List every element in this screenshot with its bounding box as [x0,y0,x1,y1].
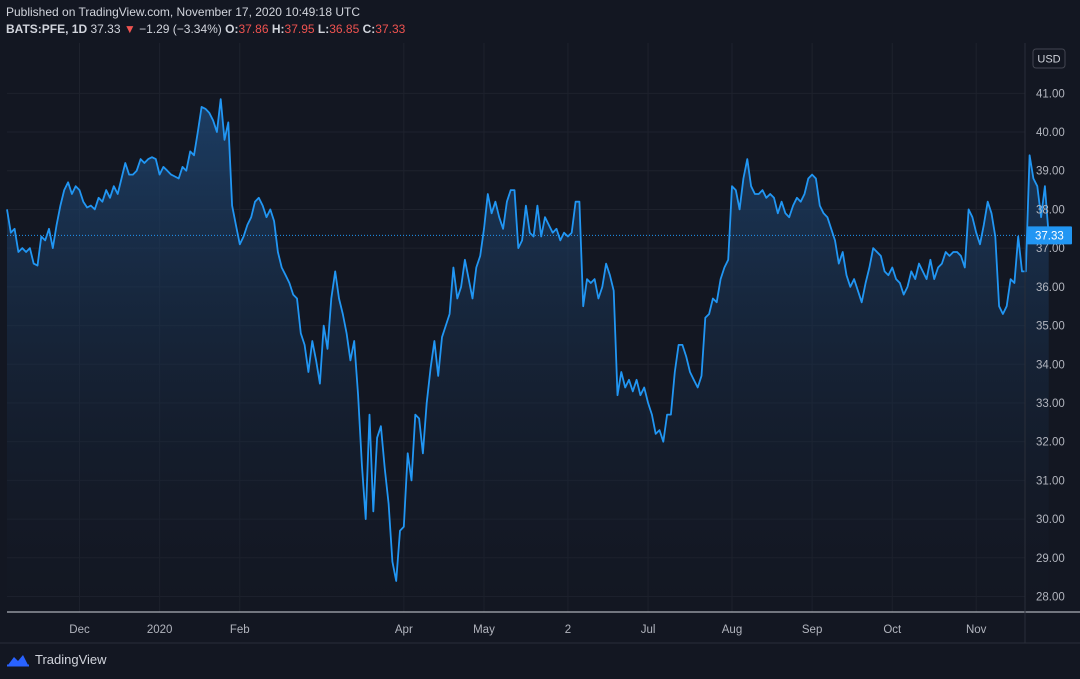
chart-frame [0,43,1080,644]
brand-name: TradingView [35,652,107,667]
tradingview-logo[interactable]: TradingView [6,652,107,667]
y-tick-label: 33.00 [1036,398,1065,410]
close-label: C: [362,22,376,36]
y-tick-label: 37.00 [1036,243,1065,255]
last-price-tag-bg [1027,226,1072,245]
x-tick-label: Dec [69,624,90,636]
y-tick-label: 41.00 [1036,88,1065,100]
last-price-tag: 37.33 [7,226,1072,245]
price-line [6,98,1050,582]
down-arrow-icon: ▼ [123,22,136,36]
high-label: H: [271,22,285,36]
y-tick-label: 31.00 [1036,475,1065,487]
x-tick-label: Sep [802,624,822,636]
low-value: 36.85 [329,22,360,36]
x-tick-label: May [473,624,495,636]
y-tick-label: 39.00 [1036,166,1065,178]
price-axis[interactable]: 28.00 29.00 30.00 31.00 32.00 33.00 34.00 35.00… [1036,88,1065,603]
x-tick-label: Aug [722,624,742,636]
x-tick-label: Oct [883,624,902,636]
y-tick-label: 38.00 [1036,204,1065,216]
x-tick-label: Feb [230,624,250,636]
price-area [7,99,1049,613]
open-label: O: [225,22,239,36]
change-text: −1.29 (−3.34%) [139,22,222,36]
close-value: 37.33 [375,22,406,36]
tradingview-cloud-icon [7,654,29,666]
high-value: 37.95 [284,22,315,36]
last-price-tag-text: 37.33 [1035,230,1064,242]
symbol-label: BATS:PFE, 1D [6,22,88,36]
currency-badge-bg [1032,48,1066,69]
published-note: Published on TradingView.com, November 1… [6,5,360,19]
low-label: L: [317,22,330,36]
open-value: 37.86 [238,22,269,36]
price-line-series [6,98,1050,582]
currency-label: USD [1037,54,1060,66]
x-tick-label: Jul [641,624,656,636]
ohlc-legend: BATS:PFE, 1D 37.33 ▼ −1.29 (−3.34%) O:37… [6,22,405,36]
time-axis[interactable]: Dec 2020 Feb Apr May 2 Jul Aug Sep Oct Nov [69,624,986,636]
y-tick-label: 36.00 [1036,282,1065,294]
x-tick-label: 2 [565,624,571,636]
x-tick-label: 2020 [147,624,173,636]
y-tick-label: 34.00 [1036,359,1065,371]
y-tick-label: 30.00 [1036,514,1065,526]
y-tick-label: 40.00 [1036,127,1065,139]
y-tick-label: 28.00 [1036,592,1065,604]
price-area-fill [7,99,1049,613]
y-tick-label: 29.00 [1036,553,1065,565]
y-tick-label: 35.00 [1036,321,1065,333]
x-tick-label: Apr [395,624,413,636]
last-price-text: 37.33 [90,22,121,36]
y-tick-label: 32.00 [1036,437,1065,449]
currency-badge[interactable]: USD [1032,48,1066,69]
x-tick-label: Nov [966,624,987,636]
